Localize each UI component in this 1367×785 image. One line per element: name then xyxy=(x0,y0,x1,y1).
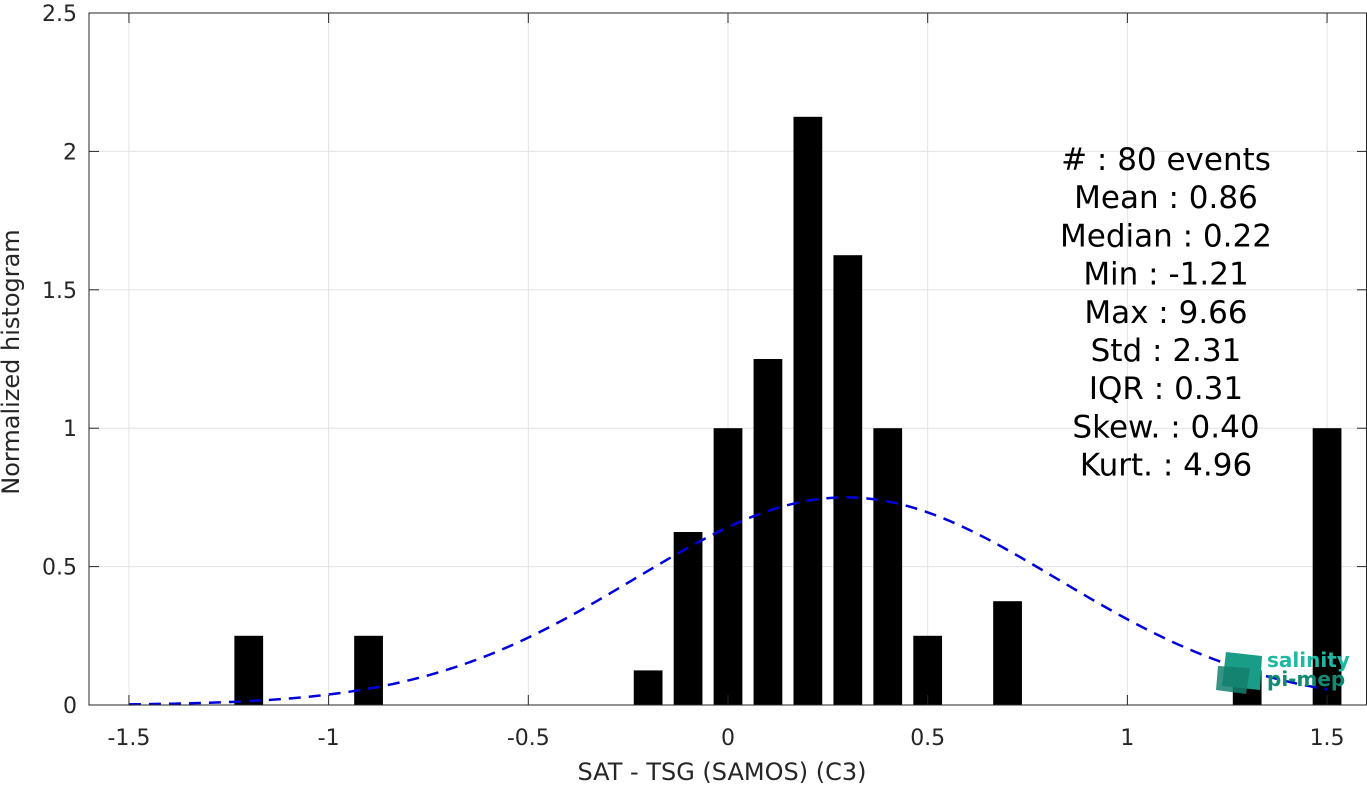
stats-line-7: Skew. : 0.40 xyxy=(1072,409,1259,445)
x-tick-label-2: -0.5 xyxy=(507,726,550,751)
stats-line-1: Mean : 0.86 xyxy=(1074,180,1258,216)
y-axis-ticks: 0 0.5 1 1.5 2 2.5 xyxy=(42,2,1367,719)
histogram-bar-6 xyxy=(793,116,823,706)
salinity-pimep-logo: salinity pi-mep xyxy=(1216,648,1350,694)
x-axis-label: SAT - TSG (SAMOS) (C3) xyxy=(578,758,867,785)
histogram-bar-10 xyxy=(993,601,1022,705)
stats-line-4: Max : 9.66 xyxy=(1084,295,1247,331)
logo-mark-front xyxy=(1216,666,1250,694)
stats-line-6: IQR : 0.31 xyxy=(1089,371,1243,407)
y-tick-label-2: 1 xyxy=(63,417,77,442)
histogram-bar-8 xyxy=(873,428,903,705)
histogram-bar-3 xyxy=(673,532,703,705)
x-tick-label-3: 0 xyxy=(721,726,735,751)
stats-line-0: # : 80 events xyxy=(1061,142,1271,178)
logo-text-salinity: salinity xyxy=(1267,648,1350,672)
y-tick-label-0: 0 xyxy=(63,694,77,719)
histogram-bar-12 xyxy=(1312,428,1342,705)
y-tick-label-5: 2.5 xyxy=(42,2,77,27)
histogram-bar-7 xyxy=(833,255,863,705)
stats-line-2: Median : 0.22 xyxy=(1060,218,1272,254)
y-tick-label-1: 0.5 xyxy=(42,556,77,581)
y-axis-label: Normalized histogram xyxy=(0,229,25,494)
x-tick-label-5: 1 xyxy=(1120,726,1134,751)
stats-line-8: Kurt. : 4.96 xyxy=(1080,448,1252,484)
x-tick-label-6: 1.5 xyxy=(1310,726,1345,751)
x-tick-label-0: -1.5 xyxy=(107,726,150,751)
histogram-bar-1 xyxy=(354,635,383,705)
histogram-bar-2 xyxy=(633,670,663,705)
stats-line-3: Min : -1.21 xyxy=(1083,257,1248,293)
x-tick-label-4: 0.5 xyxy=(910,726,945,751)
y-tick-label-4: 2 xyxy=(63,140,77,165)
bars xyxy=(234,116,1342,706)
x-axis-ticks: -1.5 -1 -0.5 0 0.5 1 1.5 xyxy=(107,13,1345,751)
histogram-bar-9 xyxy=(913,635,943,705)
logo-text-pimep: pi-mep xyxy=(1267,667,1345,691)
histogram-bar-4 xyxy=(713,428,743,705)
y-tick-label-3: 1.5 xyxy=(42,279,77,304)
histogram-bar-0 xyxy=(234,635,264,705)
gaussian-fit-curve xyxy=(128,496,1328,706)
x-tick-label-1: -1 xyxy=(318,726,340,751)
stats-line-5: Std : 2.31 xyxy=(1091,333,1242,369)
histogram-bar-5 xyxy=(753,359,783,705)
